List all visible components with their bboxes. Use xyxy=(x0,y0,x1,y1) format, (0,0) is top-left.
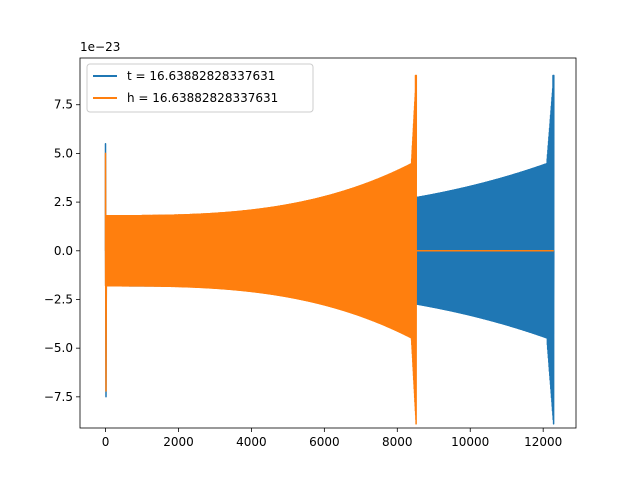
x-tick-label: 2000 xyxy=(163,435,194,449)
x-tick-label: 8000 xyxy=(382,435,413,449)
offset-text: 1e−23 xyxy=(80,40,120,54)
x-tick-label: 4000 xyxy=(236,435,267,449)
legend-label-t: t = 16.63882828337631 xyxy=(127,69,275,83)
legend: t = 16.63882828337631 h = 16.63882828337… xyxy=(86,63,314,113)
legend-label-h: h = 16.63882828337631 xyxy=(127,91,278,105)
y-tick-label: −5.0 xyxy=(44,341,73,355)
legend-box xyxy=(86,63,314,113)
series-layer xyxy=(104,74,555,425)
y-tick-label: −2.5 xyxy=(44,292,73,306)
plot-frame xyxy=(79,57,577,429)
ticks-layer: 0 2000 4000 6000 8000 10000 12000 −7.5 −5.0 −2.5 0… xyxy=(44,98,562,449)
x-tick-label: 12000 xyxy=(524,435,562,449)
y-tick-label: 5.0 xyxy=(54,146,73,160)
x-tick-label: 10000 xyxy=(451,435,489,449)
x-tick-label: 6000 xyxy=(309,435,340,449)
x-tick-label: 0 xyxy=(102,435,110,449)
series-line-1 xyxy=(104,74,554,425)
y-tick-label: 0.0 xyxy=(54,244,73,258)
y-tick-label: −7.5 xyxy=(44,390,73,404)
y-tick-label: 2.5 xyxy=(54,195,73,209)
y-tick-label: 7.5 xyxy=(54,98,73,112)
